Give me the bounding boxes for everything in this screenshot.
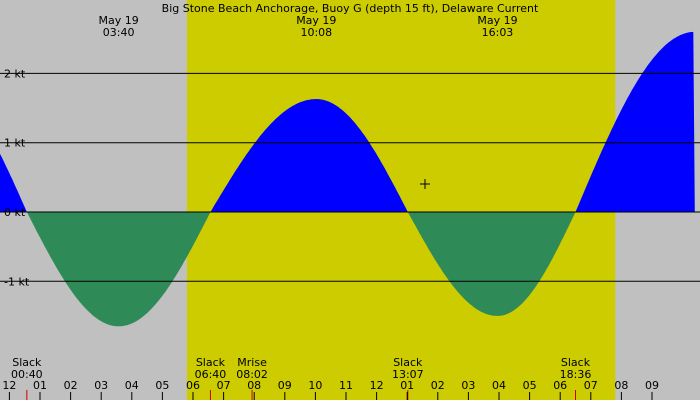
x-tick-label: 04 [492,379,506,392]
event-time-label: 06:40 [195,368,227,381]
cursor-crosshair [420,179,430,189]
chart-title: Big Stone Beach Anchorage, Buoy G (depth… [162,2,539,15]
event-time-label: 13:07 [392,368,424,381]
x-tick-label: 01 [33,379,47,392]
x-tick-label: 09 [645,379,659,392]
x-tick-label: 02 [64,379,78,392]
extreme-time-label: 16:03 [482,26,514,39]
extreme-date-label: May 19 [296,14,336,27]
y-tick-label: 1 kt [4,137,26,150]
x-tick-label: 08 [614,379,628,392]
event-time-label: 08:02 [236,368,268,381]
x-tick-label: 07 [584,379,598,392]
event-name-label: Slack [393,356,423,369]
ebb-current-area [0,212,700,327]
x-tick-label: 01 [400,379,414,392]
event-name-label: Slack [561,356,591,369]
x-tick-label: 04 [125,379,139,392]
x-tick-label: 06 [553,379,567,392]
extreme-date-label: May 19 [99,14,139,27]
x-tick-label: 11 [339,379,353,392]
x-tick-label: 05 [155,379,169,392]
event-name-label: Mrise [237,356,267,369]
event-time-label: 18:36 [560,368,592,381]
y-tick-label: 0 kt [4,206,26,219]
x-tick-label: 06 [186,379,200,392]
x-tick-label: 10 [308,379,322,392]
x-tick-label: 03 [94,379,108,392]
x-tick-label: 07 [217,379,231,392]
event-time-label: 00:40 [11,368,43,381]
y-tick-label: 2 kt [4,67,26,80]
x-tick-label: 12 [2,379,16,392]
event-name-label: Slack [12,356,42,369]
extreme-date-label: May 19 [477,14,517,27]
extreme-time-label: 10:08 [300,26,332,39]
x-tick-label: 02 [431,379,445,392]
flood-current-area [0,31,700,212]
x-tick-label: 05 [523,379,537,392]
event-name-label: Slack [196,356,226,369]
x-tick-label: 03 [461,379,475,392]
y-tick-label: -1 kt [4,275,30,288]
extreme-time-label: 03:40 [103,26,135,39]
x-tick-label: 12 [370,379,384,392]
x-tick-label: 09 [278,379,292,392]
x-tick-label: 08 [247,379,261,392]
